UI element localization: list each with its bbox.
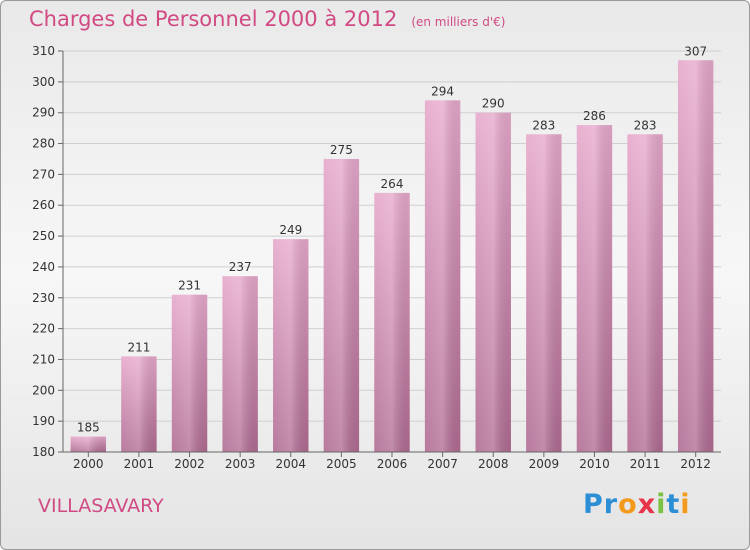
bar-shade-2012 (677, 60, 714, 452)
bar-shade-2008 (475, 112, 511, 452)
bar-shade-2001 (121, 356, 157, 452)
x-tick-label: 2001 (124, 457, 155, 471)
y-tick-label: 210 (32, 352, 55, 366)
y-tick-label: 240 (32, 260, 55, 274)
value-label: 211 (127, 340, 150, 354)
logo-letter: x (637, 489, 657, 520)
value-label: 231 (178, 279, 201, 293)
logo-letter: o (618, 489, 638, 520)
y-tick-label: 200 (32, 383, 55, 397)
x-tick-label: 2008 (478, 457, 509, 471)
x-tick-label: 2011 (630, 457, 661, 471)
value-label: 264 (381, 177, 404, 191)
proxiti-logo: Proxiti (583, 489, 691, 520)
location-name: VILLASAVARY (38, 495, 164, 517)
bar-shade-2005 (323, 158, 360, 452)
y-tick-label: 310 (32, 44, 55, 58)
logo-letter: i (680, 489, 691, 520)
y-tick-label: 290 (32, 106, 55, 120)
bar-shade-2011 (627, 134, 663, 453)
y-tick-label: 260 (32, 198, 55, 212)
x-tick-label: 2007 (427, 457, 458, 471)
bar-shade-2003 (222, 276, 258, 452)
chart-title: Charges de Personnel 2000 à 2012 (en mill… (29, 7, 505, 31)
logo-letter: P (583, 489, 604, 520)
logo-letter: r (603, 489, 619, 520)
bar-shade-2010 (576, 125, 613, 453)
value-label: 275 (330, 143, 353, 157)
axes: 180 190 200 210 220 230 240 250 260 270 280 290 300 3… (32, 44, 721, 471)
x-tick-label: 2005 (326, 457, 357, 471)
value-label: 307 (684, 44, 707, 58)
bar-shade-2000 (70, 436, 107, 452)
y-tick-label: 190 (32, 414, 55, 428)
value-label: 290 (482, 97, 505, 111)
y-tick-label: 250 (32, 229, 55, 243)
bar-shade-2002 (171, 294, 208, 452)
x-tick-label: 2004 (275, 457, 306, 471)
y-tick-label: 230 (32, 291, 55, 305)
bar-shade-2009 (526, 134, 562, 453)
value-label: 283 (532, 118, 555, 132)
y-tick-label: 280 (32, 137, 55, 151)
logo-letter: t (666, 489, 681, 520)
y-tick-label: 220 (32, 322, 55, 336)
bar-shade-2004 (273, 239, 309, 452)
y-tick-label: 180 (32, 445, 55, 459)
value-label: 249 (279, 223, 302, 237)
x-tick-label: 2000 (73, 457, 104, 471)
bar-shade-2006 (374, 192, 410, 452)
chart-title-text: Charges de Personnel 2000 à 2012 (29, 7, 398, 31)
x-tick-label: 2006 (377, 457, 408, 471)
x-tick-label: 2010 (579, 457, 610, 471)
bars: 185 211 231 237 249 275 264 294 290 283 286 283 307 (70, 44, 714, 453)
bar-shade-2007 (424, 100, 461, 452)
value-label: 237 (229, 260, 252, 274)
y-tick-label: 300 (32, 75, 55, 89)
x-tick-label: 2009 (529, 457, 560, 471)
y-tick-label: 270 (32, 167, 55, 181)
value-label: 283 (634, 118, 657, 132)
logo-letter: i (656, 489, 667, 520)
value-label: 286 (583, 109, 606, 123)
x-tick-label: 2003 (225, 457, 256, 471)
x-tick-label: 2002 (174, 457, 205, 471)
chart-unit: (en milliers d'€) (411, 15, 506, 29)
x-tick-label: 2012 (680, 457, 711, 471)
value-label: 294 (431, 84, 454, 98)
value-label: 185 (77, 421, 100, 435)
